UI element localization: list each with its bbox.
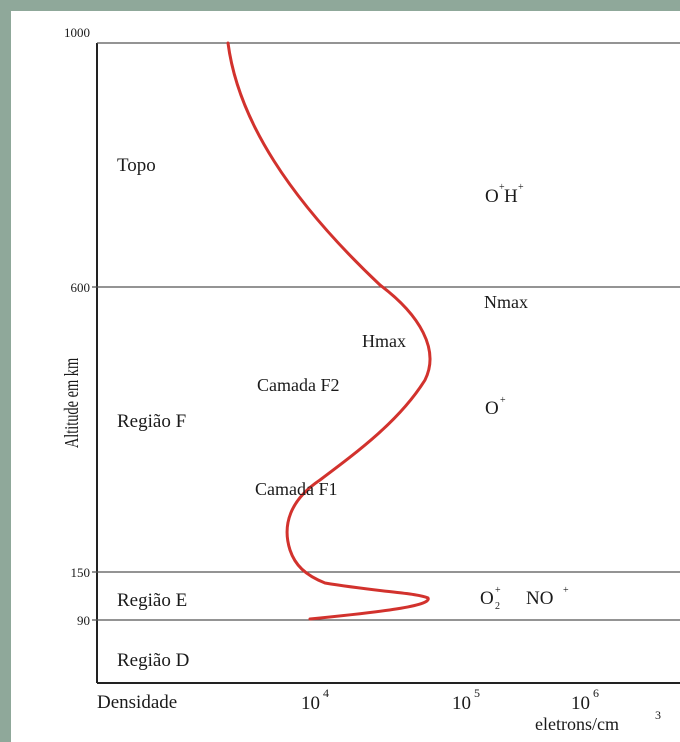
x-axis-unit-base: eletrons/cm bbox=[535, 714, 619, 734]
x-tick-10e5: 10 5 bbox=[452, 686, 480, 714]
ion-o-charge: + bbox=[499, 182, 505, 193]
x-tick-10e6: 10 6 bbox=[571, 686, 599, 714]
x-axis-label: Densidade bbox=[97, 692, 177, 713]
electron-density-curve bbox=[226, 41, 432, 621]
x-tick-base: 10 bbox=[452, 693, 471, 714]
camada-f2-label: Camada F2 bbox=[257, 375, 340, 395]
ion-h-symbol: H bbox=[504, 186, 518, 207]
region-e-label: Região E bbox=[117, 590, 187, 611]
ion-o2-label: O + 2 bbox=[480, 585, 501, 612]
x-tick-exponent: 6 bbox=[593, 686, 599, 700]
ion-o2-symbol: O bbox=[480, 588, 494, 609]
region-f-label: Região F bbox=[117, 411, 186, 432]
x-tick-base: 10 bbox=[301, 693, 320, 714]
hmax-label: Hmax bbox=[362, 331, 406, 351]
x-tick-exponent: 5 bbox=[474, 686, 480, 700]
x-tick-10e4: 10 4 bbox=[301, 686, 329, 714]
ion-o2-charge: + bbox=[495, 585, 501, 596]
ion-no-charge: + bbox=[563, 585, 569, 596]
ion-no-label: NO + bbox=[526, 585, 569, 609]
ion-o-f-symbol: O bbox=[485, 398, 499, 419]
tick-label-1000: 1000 bbox=[64, 25, 90, 40]
x-tick-base: 10 bbox=[571, 693, 590, 714]
tick-label-150: 150 bbox=[71, 565, 91, 580]
camada-f1-label: Camada F1 bbox=[255, 479, 338, 499]
region-d-label: Região D bbox=[117, 650, 189, 671]
ion-o-f-charge: + bbox=[500, 395, 506, 406]
tick-label-600: 600 bbox=[71, 280, 91, 295]
tick-label-90: 90 bbox=[77, 613, 90, 628]
ion-o-symbol: O bbox=[485, 186, 499, 207]
x-tick-exponent: 4 bbox=[323, 686, 329, 700]
y-axis-label: Altitude em km bbox=[60, 357, 83, 448]
ion-oh-label: O + H + bbox=[485, 182, 524, 207]
ion-o2-subscript: 2 bbox=[495, 601, 500, 612]
x-axis-unit: eletrons/cm 3 bbox=[535, 708, 661, 734]
nmax-label: Nmax bbox=[484, 292, 528, 312]
x-axis-unit-exponent: 3 bbox=[655, 708, 661, 722]
region-topo-label: Topo bbox=[117, 155, 156, 176]
ion-no-symbol: NO bbox=[526, 588, 553, 609]
ion-o-label: O + bbox=[485, 395, 506, 419]
ion-h-charge: + bbox=[518, 182, 524, 193]
